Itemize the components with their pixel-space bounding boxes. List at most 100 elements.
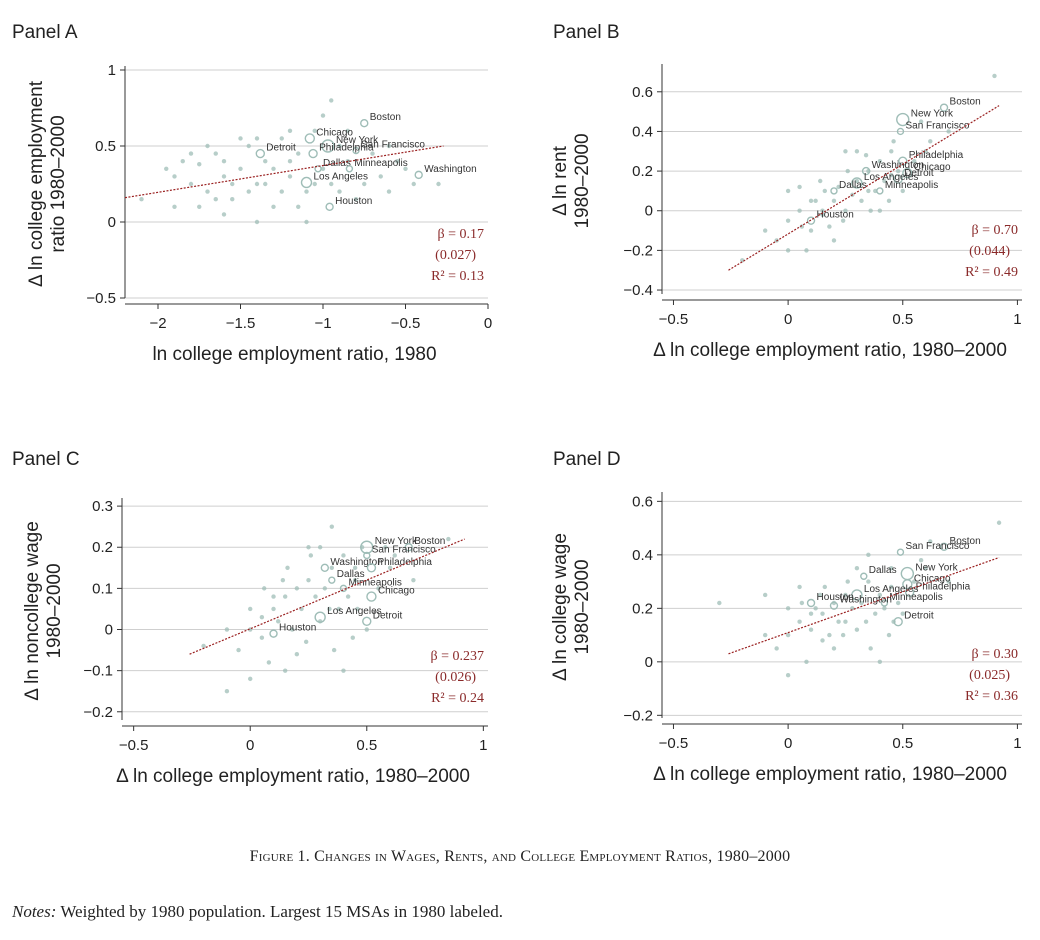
- msa-label: Dallas: [869, 565, 897, 576]
- scatter-point: [411, 181, 416, 187]
- msa-point: [325, 202, 334, 212]
- scatter-point: [320, 166, 326, 171]
- scatter-point: [327, 606, 332, 612]
- scatter-point: [799, 600, 805, 606]
- scatter-point: [287, 174, 293, 179]
- scatter-point: [762, 592, 768, 598]
- scatter-point: [854, 149, 860, 154]
- msa-point: [339, 584, 348, 593]
- y-tick-label: 0.2: [632, 163, 653, 180]
- scatter-point: [345, 594, 351, 599]
- scatter-point: [287, 159, 293, 164]
- msa-label: Minneapolis: [354, 158, 407, 169]
- scatter-point: [912, 579, 917, 584]
- panel-c: Panel C −0.2 −0.1 0 0.1 0.2 0.3 −0.5 0 0.5 1 Δ ln c…: [12, 449, 488, 787]
- msa-point: [320, 563, 330, 573]
- x-tick-label: 0.5: [892, 311, 913, 328]
- scatter-point: [266, 660, 272, 665]
- scatter-point: [820, 611, 825, 616]
- y-tick-label: −0.2: [623, 707, 653, 724]
- msa-label: Washington: [839, 595, 891, 606]
- y-tick-label: 0: [108, 214, 116, 231]
- msa-point: [352, 146, 360, 155]
- x-axis-label: Δ ln college employment ratio, 1980–2000: [653, 340, 1007, 361]
- scatter-point: [785, 248, 791, 253]
- scatter-point: [866, 188, 871, 194]
- panel-d: Panel D −0.2 0 0.2 0.4 0.6 −0.5 0 0.5 1 Δ ln colle…: [550, 449, 1022, 785]
- scatter-point: [329, 524, 335, 529]
- scatter-point: [785, 188, 791, 194]
- msa-label: Detroit: [904, 168, 934, 179]
- scatter-point: [877, 158, 883, 164]
- stat-r2: R² = 0.13: [431, 269, 484, 284]
- x-axis-label: Δ ln college employment ratio, 1980–2000: [116, 766, 470, 787]
- scatter-point: [350, 635, 355, 640]
- y-axis-label-line2: ratio 1980–2000: [48, 115, 69, 252]
- scatter-point: [882, 178, 887, 184]
- scatter-point: [308, 553, 314, 558]
- msa-point: [876, 187, 884, 195]
- y-axis-label-line2: 1980–2000: [572, 559, 593, 654]
- scatter-point: [886, 632, 892, 638]
- stat-r2: R² = 0.36: [965, 689, 1018, 704]
- scatter-point: [303, 639, 309, 645]
- panel-a: Panel A −0.5 0 0.5 1 −2 −1.5 −1 −0.5 0 ln college …: [12, 22, 492, 365]
- scatter-point: [221, 174, 227, 179]
- msa-point: [314, 165, 322, 173]
- scatter-point: [370, 151, 375, 156]
- scatter-point: [294, 586, 300, 591]
- scatter-point: [213, 151, 218, 156]
- x-tick-label: −0.5: [659, 735, 689, 752]
- x-tick-label: 0.5: [892, 735, 913, 752]
- scatter-point: [364, 627, 369, 632]
- scatter-point: [946, 579, 951, 584]
- scatter-point: [259, 635, 265, 640]
- y-axis-label-line1: Δ ln rent: [550, 145, 571, 215]
- msa-label: Houston: [817, 210, 854, 221]
- scatter-point: [320, 113, 326, 118]
- msa-point: [345, 165, 354, 173]
- msa-point: [366, 591, 377, 602]
- scatter-point: [843, 592, 848, 598]
- x-tick-label: −0.5: [119, 737, 149, 754]
- scatter-point: [854, 566, 860, 571]
- y-tick-label: 0: [645, 203, 653, 220]
- scatter-point: [329, 98, 334, 103]
- scatter-point: [831, 646, 837, 651]
- scatter-point: [818, 592, 823, 598]
- scatter-point: [337, 189, 342, 194]
- scatter-point: [740, 258, 745, 263]
- caption-prefix: Figure 1.: [249, 848, 315, 865]
- figure-canvas: Panel A −0.5 0 0.5 1 −2 −1.5 −1 −0.5 0 ln college …: [12, 22, 1022, 787]
- stat-r2: R² = 0.49: [965, 265, 1018, 280]
- scatter-point: [840, 632, 846, 638]
- msa-point: [366, 563, 377, 573]
- scatter-point: [822, 188, 828, 194]
- msa-label: Los Angeles: [327, 606, 382, 617]
- scatter-point: [386, 143, 392, 149]
- scatter-point: [996, 520, 1002, 525]
- scatter-point: [341, 668, 346, 673]
- scatter-point: [282, 668, 288, 673]
- msa-point: [363, 551, 371, 560]
- stat-beta: β = 0.70: [971, 223, 1018, 238]
- x-tick-label: 1: [479, 737, 487, 754]
- scatter-point: [279, 136, 284, 141]
- msa-point: [806, 216, 816, 225]
- stat-se: (0.027): [435, 248, 476, 263]
- msa-label: Minneapolis: [889, 592, 942, 603]
- scatter-point: [271, 606, 276, 612]
- scatter-point: [271, 594, 276, 599]
- scatter-point: [918, 119, 924, 124]
- notes-label: Notes:: [12, 902, 57, 921]
- scatter-point: [355, 606, 360, 612]
- scatter-point: [353, 197, 359, 202]
- y-tick-label: −0.4: [623, 282, 653, 299]
- msa-point: [414, 170, 423, 180]
- msa-label: Los Angeles: [314, 171, 369, 182]
- scatter-point: [928, 539, 933, 544]
- scatter-point: [877, 208, 883, 213]
- scatter-point: [386, 189, 392, 194]
- scatter-point: [279, 189, 284, 194]
- msa-label: Detroit: [373, 610, 403, 621]
